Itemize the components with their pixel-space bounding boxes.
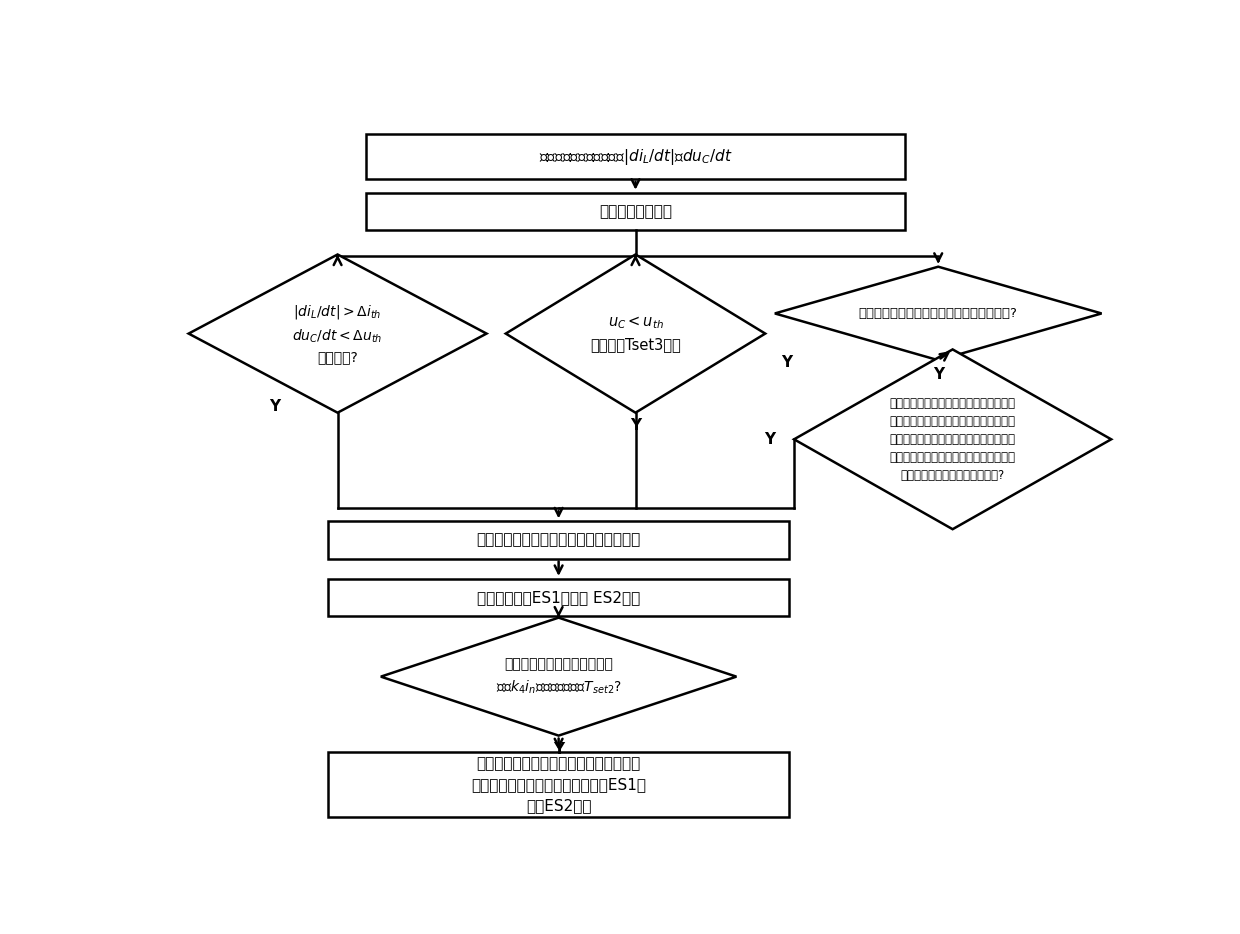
Polygon shape [188, 254, 486, 413]
Text: Y: Y [630, 418, 641, 433]
Text: $u_C<u_{th}$
连续成立Tset3毫秒: $u_C<u_{th}$ 连续成立Tset3毫秒 [590, 315, 681, 352]
Text: 两侧电感电流变化率绝对值均大于所设置
的门槛值，或两侧电容电压变化率均小于
所设置的门槛值，或一侧电感电流变化率
绝对值大于所设置的门槛值且另一侧电容
电压变化: 两侧电感电流变化率绝对值均大于所设置 的门槛值，或两侧电容电压变化率均小于 所设… [889, 397, 1016, 482]
Text: Y: Y [553, 743, 564, 757]
Text: Y: Y [765, 432, 775, 446]
Text: 对某一分支子模块: 对某一分支子模块 [599, 204, 672, 219]
Polygon shape [775, 267, 1101, 361]
Text: Y: Y [781, 355, 792, 370]
Polygon shape [506, 254, 765, 413]
Text: 计算各分支子模块对应的$|di_L / dt|$和$du_C / dt$: 计算各分支子模块对应的$|di_L / dt|$和$du_C / dt$ [538, 147, 733, 166]
Text: 该分支子模块所保护的直流支路存在故障: 该分支子模块所保护的直流支路存在故障 [476, 532, 641, 547]
Text: $|di_L / dt|>\Delta i_{th}$
$du_C / dt<\Delta u_{th}$
同时成立?: $|di_L / dt|>\Delta i_{th}$ $du_C / dt<\… [293, 303, 383, 364]
Polygon shape [381, 617, 737, 736]
FancyBboxPatch shape [327, 521, 789, 559]
FancyBboxPatch shape [367, 134, 905, 179]
FancyBboxPatch shape [327, 752, 789, 817]
Text: Y: Y [269, 400, 280, 415]
FancyBboxPatch shape [327, 579, 789, 616]
Text: 控制电子开关ES1断开、 ES2闭合: 控制电子开关ES1断开、 ES2闭合 [477, 590, 640, 605]
Text: Y: Y [932, 367, 944, 382]
Polygon shape [794, 349, 1111, 530]
Text: 流过单分支模块中的电感电流
大于$k_4i_n$且持续时间达到$T_{set2}$?: 流过单分支模块中的电感电流 大于$k_4i_n$且持续时间达到$T_{set2}… [496, 658, 621, 696]
Text: 能得到被保护支路对侧分支子模块的特征量?: 能得到被保护支路对侧分支子模块的特征量? [859, 307, 1018, 320]
Text: 多分支低压直流配电系统保护控制该节点
其它所有分支子模块中的可控开关ES1断
开、ES2闭合: 多分支低压直流配电系统保护控制该节点 其它所有分支子模块中的可控开关ES1断 开… [471, 756, 646, 813]
FancyBboxPatch shape [367, 192, 905, 230]
